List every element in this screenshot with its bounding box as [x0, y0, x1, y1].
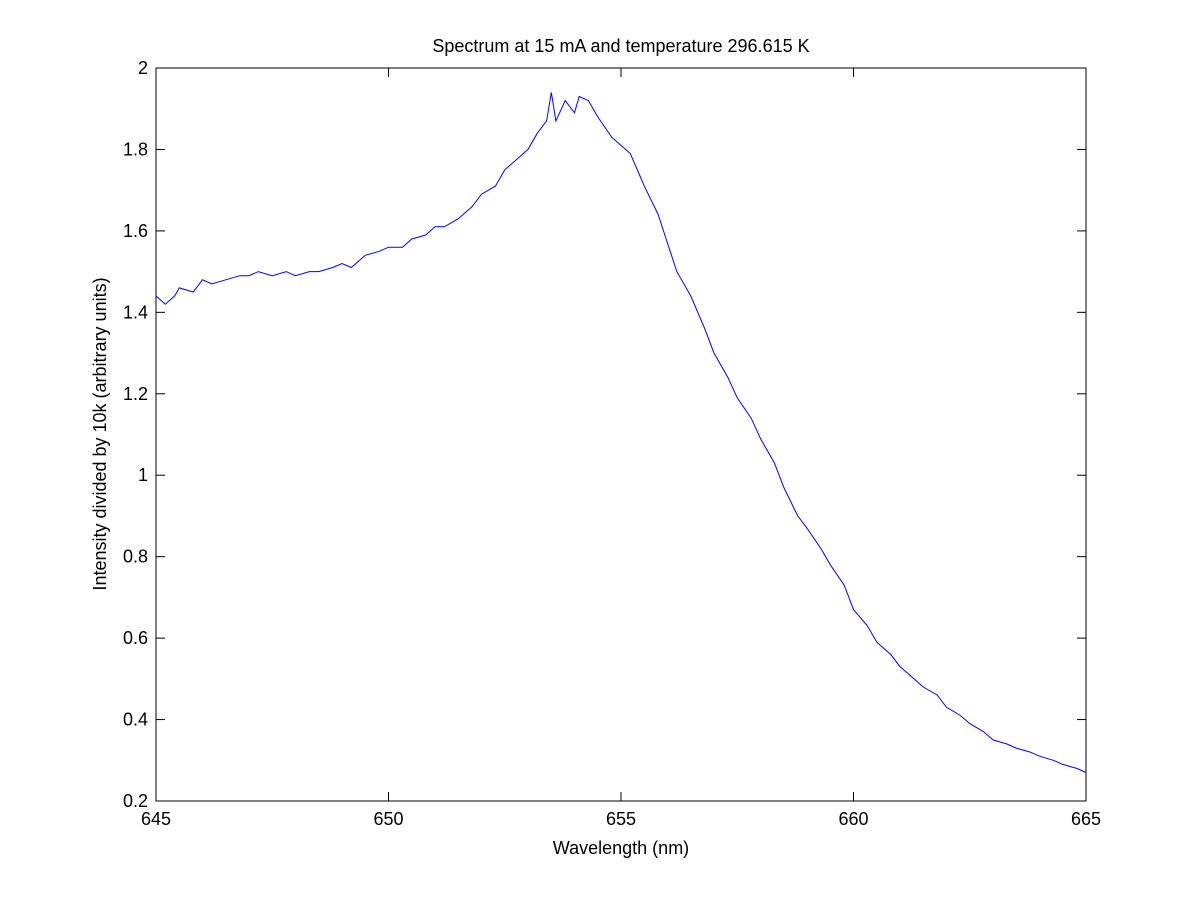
- y-tick-label: 1.2: [123, 384, 148, 404]
- axis-ticks: [155, 67, 1087, 802]
- x-axis-label: Wavelength (nm): [553, 838, 689, 858]
- y-tick-label: 2: [138, 58, 148, 78]
- x-tick-label: 645: [141, 809, 171, 829]
- x-tick-label: 660: [838, 809, 868, 829]
- plot-area: [155, 67, 1087, 802]
- y-tick-label: 1.8: [123, 139, 148, 159]
- y-tick-label: 0.8: [123, 547, 148, 567]
- x-tick-label: 650: [373, 809, 403, 829]
- y-tick-label: 0.2: [123, 791, 148, 811]
- y-axis-label: Intensity divided by 10k (arbitrary unit…: [90, 277, 110, 590]
- y-tick-label: 0.6: [123, 628, 148, 648]
- y-tick-label: 0.4: [123, 710, 148, 730]
- y-tick-label: 1.6: [123, 221, 148, 241]
- y-tick-label: 1: [138, 465, 148, 485]
- x-tick-label: 655: [606, 809, 636, 829]
- spectrum-line: [155, 92, 1087, 773]
- y-tick-label: 1.4: [123, 302, 148, 322]
- chart-title: Spectrum at 15 mA and temperature 296.61…: [432, 36, 809, 56]
- x-tick-label: 665: [1071, 809, 1101, 829]
- axis-tick-labels: 645 650 655 660 665 0.2 0.4 0.6 0.8 1 1.2 1.4 1.6 1.8…: [123, 58, 1101, 829]
